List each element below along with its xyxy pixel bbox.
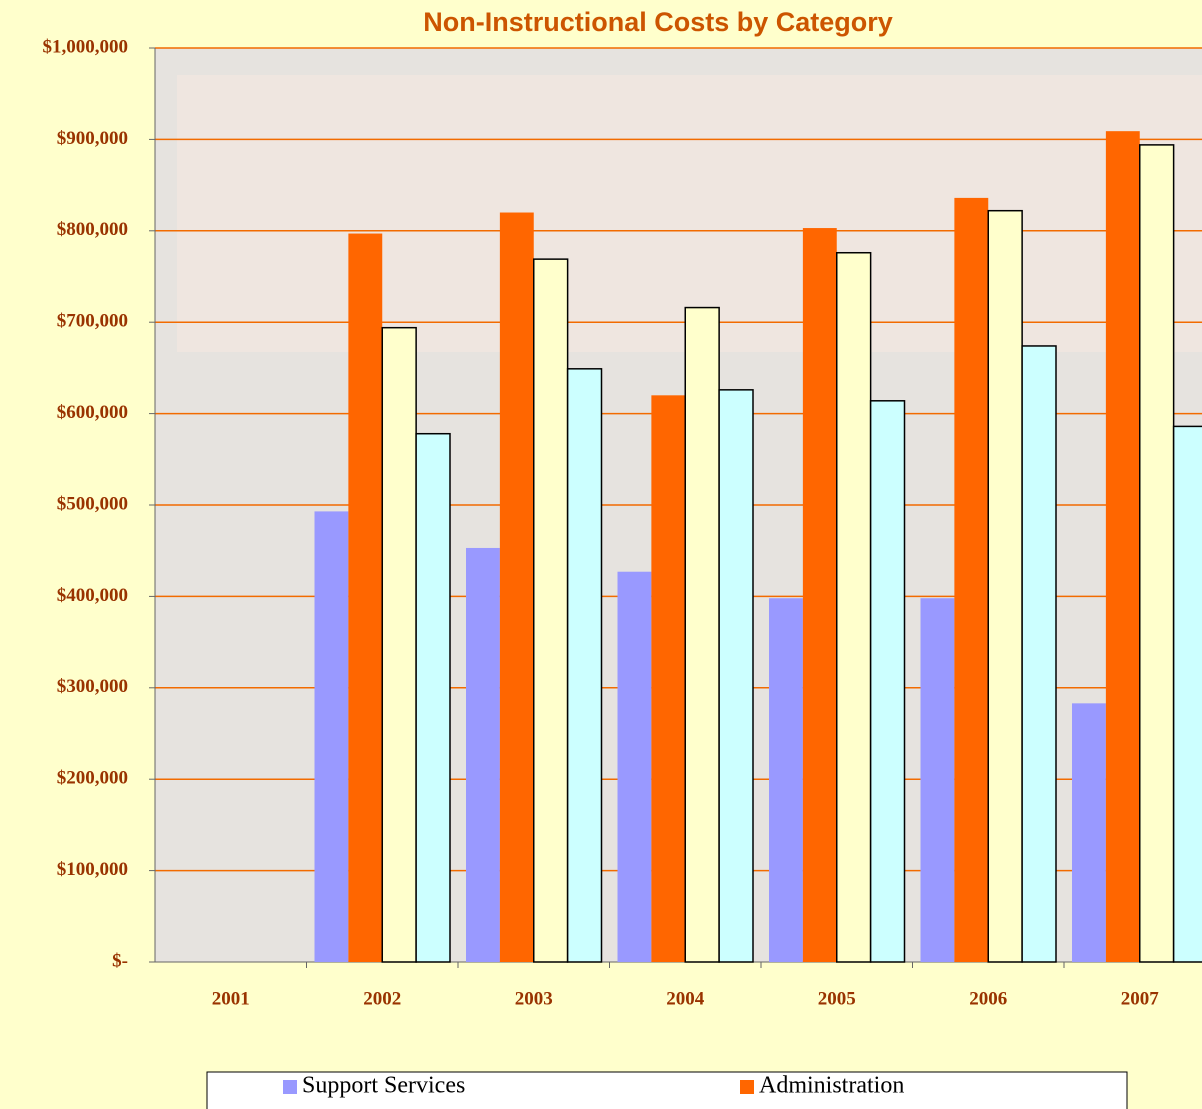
y-tick-label: $- xyxy=(112,950,128,971)
plot-image xyxy=(177,75,1202,352)
bar xyxy=(415,432,451,963)
legend-label: Support Services xyxy=(302,1073,465,1099)
bar xyxy=(869,400,906,963)
bar xyxy=(684,306,720,963)
bar xyxy=(617,571,652,962)
bar xyxy=(836,251,872,963)
y-tick-label: $300,000 xyxy=(57,676,128,697)
bar xyxy=(1072,703,1106,962)
legend xyxy=(206,1071,1128,1109)
x-tick-label: 2002 xyxy=(363,988,401,1009)
x-tick-label: 2005 xyxy=(818,988,856,1009)
bar xyxy=(987,209,1023,963)
bar xyxy=(466,547,500,962)
y-tick-label: $1,000,000 xyxy=(43,36,129,57)
bar xyxy=(920,598,955,962)
bar xyxy=(566,368,603,963)
bar xyxy=(533,258,569,963)
y-tick-label: $900,000 xyxy=(57,128,128,149)
bar xyxy=(651,395,686,962)
x-tick-label: 2003 xyxy=(515,988,553,1009)
y-tick-label: $500,000 xyxy=(57,493,128,514)
y-tick-label: $200,000 xyxy=(57,768,128,789)
y-tick-label: $600,000 xyxy=(57,402,128,423)
y-tick-label: $800,000 xyxy=(57,219,128,240)
bar xyxy=(499,212,534,962)
y-tick-label: $100,000 xyxy=(57,859,128,880)
bar xyxy=(1139,144,1175,963)
legend-swatch xyxy=(740,1080,754,1094)
bar xyxy=(802,228,837,963)
x-tick-label: 2006 xyxy=(969,988,1007,1009)
bar xyxy=(1021,345,1057,963)
bar xyxy=(1172,425,1202,963)
bar xyxy=(1105,131,1140,962)
chart-title: Non-Instructional Costs by Category xyxy=(423,7,893,37)
x-tick-label: 2007 xyxy=(1121,988,1160,1009)
y-tick-label: $400,000 xyxy=(57,585,128,606)
bar xyxy=(954,197,989,962)
bar xyxy=(348,233,383,963)
legend-swatch xyxy=(283,1080,297,1094)
bar xyxy=(381,326,417,963)
x-tick-label: 2001 xyxy=(212,988,250,1009)
bar xyxy=(314,511,349,962)
x-tick-label: 2004 xyxy=(666,988,705,1009)
legend-label: Administration xyxy=(759,1073,904,1099)
y-tick-label: $700,000 xyxy=(57,311,128,332)
bar xyxy=(769,598,803,962)
bar xyxy=(718,389,754,963)
